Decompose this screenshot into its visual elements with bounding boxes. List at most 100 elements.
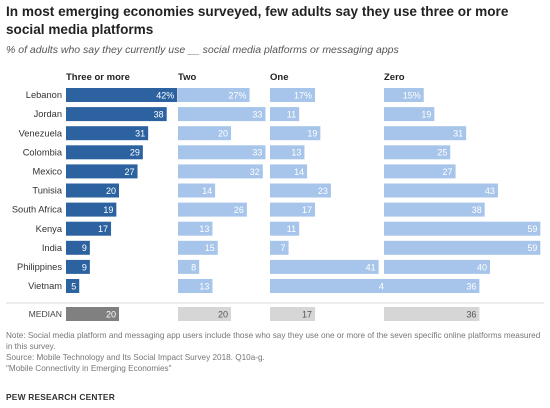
data-label-1-9: 8 (191, 262, 196, 272)
chart-notes: Note: Social media platform and messagin… (6, 330, 544, 374)
category-label-10: Vietnam (28, 281, 62, 291)
bar-1-3 (178, 145, 266, 160)
data-label-0-0: 42% (156, 90, 174, 100)
bar-2-0 (270, 88, 316, 102)
data-label-2-2: 19 (307, 129, 317, 139)
bar-1-2 (178, 126, 231, 141)
bar-0-6 (66, 202, 117, 217)
category-label-4: Mexico (33, 166, 62, 176)
bar-0-10 (66, 279, 80, 293)
report-text: "Mobile Connectivity in Emerging Economi… (6, 364, 172, 373)
data-label-1-0: 27% (229, 90, 247, 100)
data-label-2-6: 17 (302, 205, 312, 215)
column-header-1: Two (178, 72, 196, 83)
bar-3-2 (384, 126, 467, 141)
bar-3-1 (384, 107, 435, 122)
chart-title: In most emerging economies surveyed, few… (6, 4, 509, 37)
bar-0-1 (66, 107, 167, 122)
data-label-0-3: 29 (130, 148, 140, 158)
data-label-1-5: 14 (202, 186, 212, 196)
data-label-3-4: 27 (443, 167, 453, 177)
category-label-7: Kenya (36, 224, 63, 234)
data-label-2-4: 14 (294, 167, 304, 177)
note-text: Note: Social media platform and messagin… (6, 331, 541, 351)
category-label-9: Philippines (17, 262, 62, 272)
data-label-0-6: 19 (103, 205, 113, 215)
median-value-1: 20 (218, 309, 228, 319)
data-label-1-2: 20 (218, 129, 228, 139)
data-label-0-4: 27 (125, 167, 135, 177)
bar-3-0 (384, 88, 424, 102)
bar-3-10 (384, 279, 480, 293)
data-label-1-10: 13 (199, 281, 209, 291)
category-label-1: Jordan (34, 109, 62, 119)
data-label-0-8: 9 (82, 243, 87, 253)
data-label-2-8: 7 (281, 243, 286, 253)
data-label-0-7: 17 (98, 224, 108, 234)
data-label-2-1: 11 (287, 109, 296, 119)
bar-2-10 (270, 279, 392, 293)
bar-1-9 (178, 259, 200, 274)
data-label-0-9: 9 (82, 262, 87, 272)
data-label-2-10: 46 (379, 281, 389, 291)
data-label-3-3: 25 (437, 148, 447, 158)
data-label-0-10: 5 (71, 281, 76, 291)
data-label-3-1: 19 (421, 109, 431, 119)
data-label-2-0: 17% (294, 90, 312, 100)
bar-2-1 (270, 107, 300, 122)
bar-2-5 (270, 183, 331, 198)
data-label-3-8: 59 (527, 243, 537, 253)
bar-2-8 (270, 240, 289, 255)
bar-1-1 (178, 107, 266, 122)
data-label-3-9: 40 (477, 262, 487, 272)
data-label-1-1: 33 (252, 109, 262, 119)
bar-3-5 (384, 183, 498, 198)
median-value-3: 36 (466, 309, 476, 319)
data-label-2-9: 41 (366, 262, 376, 272)
category-label-8: India (42, 243, 63, 253)
bar-3-3 (384, 145, 451, 160)
bar-2-4 (270, 164, 308, 179)
data-label-3-0: 15% (403, 90, 421, 100)
data-label-3-5: 43 (485, 186, 495, 196)
data-label-1-7: 13 (199, 224, 209, 234)
bar-1-8 (178, 240, 218, 255)
bar-0-5 (66, 183, 119, 198)
data-label-2-3: 13 (291, 148, 301, 158)
bar-2-6 (270, 202, 316, 217)
bar-0-2 (66, 126, 149, 141)
bar-1-4 (178, 164, 263, 179)
median-bar-2 (270, 307, 316, 321)
bar-2-3 (270, 145, 305, 160)
data-label-0-1: 38 (154, 109, 164, 119)
bar-3-6 (384, 202, 485, 217)
bar-1-10 (178, 279, 213, 293)
category-label-5: Tunisia (32, 186, 62, 196)
bar-2-9 (270, 259, 379, 274)
column-header-2: One (270, 72, 288, 83)
category-label-0: Lebanon (26, 90, 62, 100)
column-header-0: Three or more (66, 72, 130, 83)
category-label-6: South Africa (12, 205, 63, 215)
bar-1-6 (178, 202, 247, 217)
category-label-3: Colombia (23, 147, 63, 157)
bar-0-7 (66, 221, 112, 236)
data-label-3-6: 38 (472, 205, 482, 215)
chart-subtitle: % of adults who say they currently use _… (6, 44, 399, 56)
bar-0-8 (66, 240, 90, 255)
chart: Three or more Two One Zero Lebanon 42% 27% 17% 1… (6, 72, 544, 321)
data-label-3-10: 36 (466, 281, 476, 291)
median-bar-0 (66, 307, 119, 321)
bar-1-7 (178, 221, 213, 236)
bar-2-7 (270, 221, 300, 236)
data-label-2-5: 23 (318, 186, 328, 196)
bar-3-8 (384, 240, 541, 255)
data-label-3-7: 59 (527, 224, 537, 234)
median-value-0: 20 (106, 309, 116, 319)
bar-1-0 (178, 88, 250, 102)
bar-0-4 (66, 164, 138, 179)
bar-0-3 (66, 145, 143, 160)
bar-2-2 (270, 126, 321, 141)
median-bar-3 (384, 307, 480, 321)
data-label-0-2: 31 (135, 129, 145, 139)
